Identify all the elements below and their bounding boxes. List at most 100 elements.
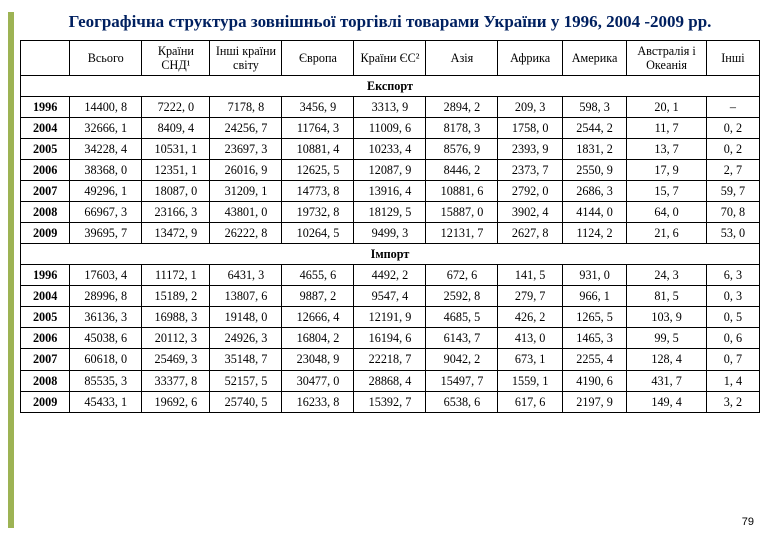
cell-cis: 20112, 3 (142, 328, 210, 349)
table-row: 200432666, 18409, 424256, 711764, 311009… (21, 118, 760, 139)
cell-australia: 24, 3 (627, 265, 707, 286)
cell-america: 1124, 2 (562, 223, 626, 244)
cell-australia: 103, 9 (627, 307, 707, 328)
cell-other: 59, 7 (706, 181, 759, 202)
cell-africa: 1559, 1 (498, 370, 562, 391)
cell-other: 0, 2 (706, 139, 759, 160)
cell-total: 17603, 4 (70, 265, 142, 286)
cell-africa: 617, 6 (498, 391, 562, 412)
section-label: Імпорт (21, 244, 760, 265)
cell-africa: 1758, 0 (498, 118, 562, 139)
cell-africa: 141, 5 (498, 265, 562, 286)
table-row: 199614400, 87222, 07178, 83456, 93313, 9… (21, 97, 760, 118)
cell-australia: 64, 0 (627, 202, 707, 223)
cell-year: 2007 (21, 349, 70, 370)
cell-other_world: 24256, 7 (210, 118, 282, 139)
table-row: 200536136, 316988, 319148, 012666, 41219… (21, 307, 760, 328)
cell-total: 39695, 7 (70, 223, 142, 244)
cell-year: 2008 (21, 370, 70, 391)
cell-eu: 28868, 4 (354, 370, 426, 391)
table-row: 199617603, 411172, 16431, 34655, 64492, … (21, 265, 760, 286)
cell-other: 0, 3 (706, 286, 759, 307)
cell-eu: 15392, 7 (354, 391, 426, 412)
cell-other: 3, 2 (706, 391, 759, 412)
cell-europe: 19732, 8 (282, 202, 354, 223)
cell-australia: 81, 5 (627, 286, 707, 307)
cell-europe: 16804, 2 (282, 328, 354, 349)
col-africa: Африка (498, 41, 562, 76)
section-label: Експорт (21, 76, 760, 97)
table-row: 200939695, 713472, 926222, 810264, 59499… (21, 223, 760, 244)
cell-other: 1, 4 (706, 370, 759, 391)
cell-asia: 6538, 6 (426, 391, 498, 412)
cell-australia: 149, 4 (627, 391, 707, 412)
cell-cis: 16988, 3 (142, 307, 210, 328)
cell-total: 60618, 0 (70, 349, 142, 370)
cell-asia: 2592, 8 (426, 286, 498, 307)
cell-america: 2686, 3 (562, 181, 626, 202)
cell-eu: 12191, 9 (354, 307, 426, 328)
cell-cis: 25469, 3 (142, 349, 210, 370)
cell-eu: 12087, 9 (354, 160, 426, 181)
col-total: Всього (70, 41, 142, 76)
cell-year: 2009 (21, 391, 70, 412)
cell-total: 32666, 1 (70, 118, 142, 139)
table-row: 200645038, 620112, 324926, 316804, 21619… (21, 328, 760, 349)
col-cis: Країни СНД¹ (142, 41, 210, 76)
cell-europe: 12666, 4 (282, 307, 354, 328)
cell-cis: 33377, 8 (142, 370, 210, 391)
cell-total: 85535, 3 (70, 370, 142, 391)
cell-asia: 8178, 3 (426, 118, 498, 139)
cell-asia: 9042, 2 (426, 349, 498, 370)
table-row: 200534228, 410531, 123697, 310881, 41023… (21, 139, 760, 160)
page-number: 79 (742, 516, 754, 528)
cell-cis: 11172, 1 (142, 265, 210, 286)
cell-australia: 20, 1 (627, 97, 707, 118)
cell-eu: 11009, 6 (354, 118, 426, 139)
cell-asia: 2894, 2 (426, 97, 498, 118)
col-america: Америка (562, 41, 626, 76)
table-body: Експорт199614400, 87222, 07178, 83456, 9… (21, 76, 760, 413)
cell-europe: 10264, 5 (282, 223, 354, 244)
cell-cis: 15189, 2 (142, 286, 210, 307)
cell-europe: 14773, 8 (282, 181, 354, 202)
cell-africa: 209, 3 (498, 97, 562, 118)
cell-cis: 18087, 0 (142, 181, 210, 202)
cell-asia: 8446, 2 (426, 160, 498, 181)
cell-africa: 2373, 7 (498, 160, 562, 181)
cell-asia: 4685, 5 (426, 307, 498, 328)
cell-eu: 4492, 2 (354, 265, 426, 286)
cell-asia: 8576, 9 (426, 139, 498, 160)
cell-other: – (706, 97, 759, 118)
cell-other: 2, 7 (706, 160, 759, 181)
cell-year: 2006 (21, 328, 70, 349)
table-row: 200885535, 333377, 852157, 530477, 02886… (21, 370, 760, 391)
cell-other: 70, 8 (706, 202, 759, 223)
cell-total: 45433, 1 (70, 391, 142, 412)
cell-america: 2544, 2 (562, 118, 626, 139)
cell-total: 49296, 1 (70, 181, 142, 202)
cell-africa: 279, 7 (498, 286, 562, 307)
cell-cis: 19692, 6 (142, 391, 210, 412)
cell-year: 2007 (21, 181, 70, 202)
cell-other_world: 52157, 5 (210, 370, 282, 391)
cell-cis: 13472, 9 (142, 223, 210, 244)
cell-other: 0, 2 (706, 118, 759, 139)
cell-other_world: 24926, 3 (210, 328, 282, 349)
cell-other: 0, 5 (706, 307, 759, 328)
cell-africa: 426, 2 (498, 307, 562, 328)
cell-other_world: 13807, 6 (210, 286, 282, 307)
table-row: 200749296, 118087, 031209, 114773, 81391… (21, 181, 760, 202)
table-row: 200945433, 119692, 625740, 516233, 81539… (21, 391, 760, 412)
cell-africa: 673, 1 (498, 349, 562, 370)
cell-other_world: 23697, 3 (210, 139, 282, 160)
cell-other_world: 43801, 0 (210, 202, 282, 223)
cell-australia: 128, 4 (627, 349, 707, 370)
section-row: Імпорт (21, 244, 760, 265)
cell-europe: 9887, 2 (282, 286, 354, 307)
cell-other_world: 7178, 8 (210, 97, 282, 118)
cell-america: 2255, 4 (562, 349, 626, 370)
table-row: 200760618, 025469, 335148, 723048, 92221… (21, 349, 760, 370)
section-row: Експорт (21, 76, 760, 97)
cell-year: 2006 (21, 160, 70, 181)
